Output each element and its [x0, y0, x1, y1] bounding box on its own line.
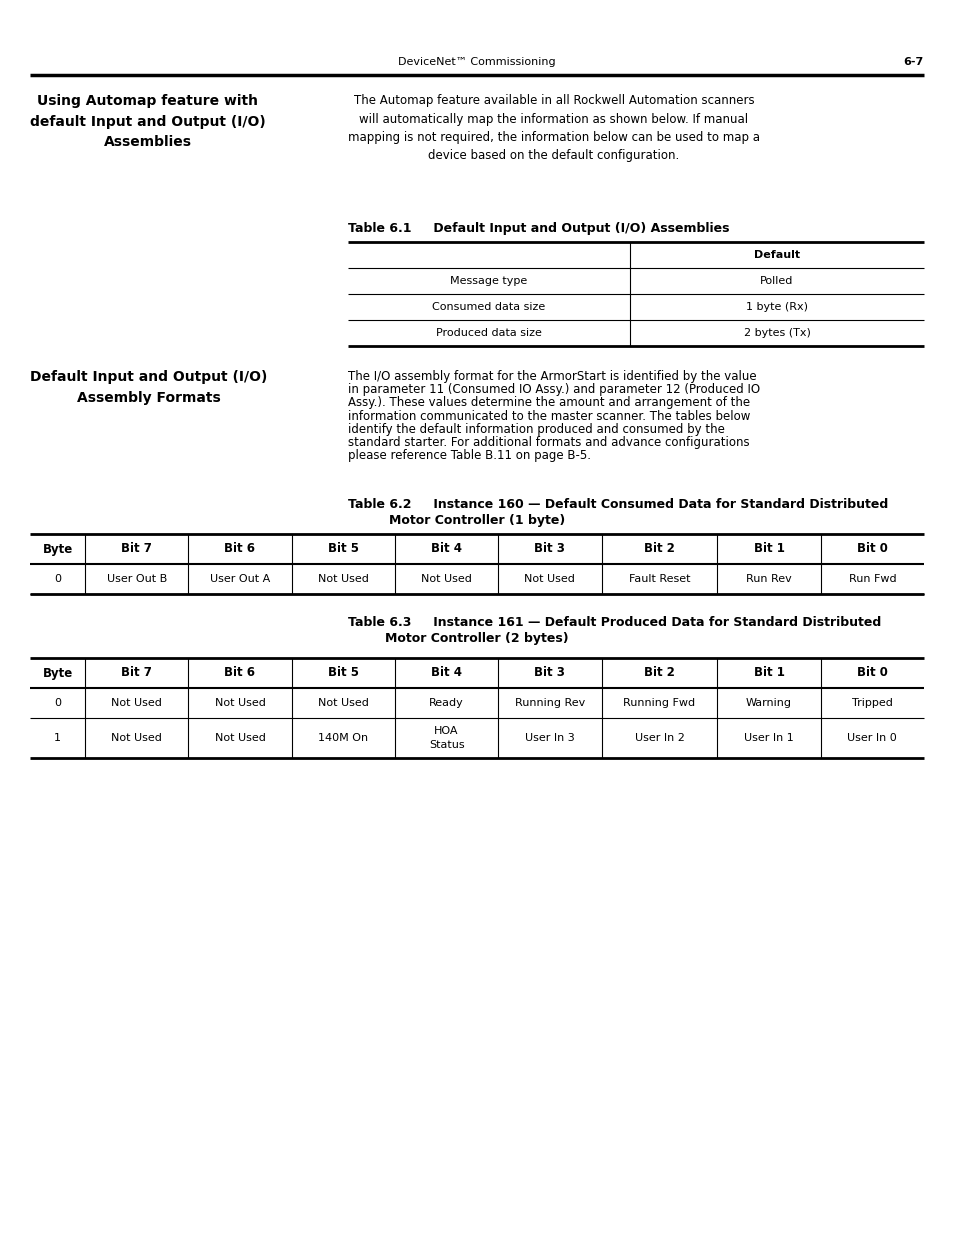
Text: The Automap feature available in all Rockwell Automation scanners
will automatic: The Automap feature available in all Roc… — [348, 94, 760, 163]
Text: Not Used: Not Used — [524, 574, 575, 584]
Text: Bit 6: Bit 6 — [224, 667, 255, 679]
Text: Produced data size: Produced data size — [436, 329, 541, 338]
Text: Not Used: Not Used — [112, 698, 162, 708]
Text: HOA
Status: HOA Status — [428, 726, 464, 750]
Text: Table 6.3     Instance 161 — Default Produced Data for Standard Distributed: Table 6.3 Instance 161 — Default Produce… — [348, 616, 881, 629]
Text: Bit 2: Bit 2 — [643, 667, 674, 679]
Text: Bit 7: Bit 7 — [121, 542, 152, 556]
Text: identify the default information produced and consumed by the: identify the default information produce… — [348, 422, 724, 436]
Text: Running Rev: Running Rev — [515, 698, 584, 708]
Text: 0: 0 — [54, 698, 61, 708]
Text: Fault Reset: Fault Reset — [628, 574, 689, 584]
Text: Warning: Warning — [745, 698, 791, 708]
Text: Using Automap feature with
default Input and Output (I/O)
Assemblies: Using Automap feature with default Input… — [30, 94, 266, 149]
Text: Byte: Byte — [42, 667, 72, 679]
Text: User In 3: User In 3 — [524, 734, 574, 743]
Text: Bit 4: Bit 4 — [431, 542, 461, 556]
Text: DeviceNet™ Commissioning: DeviceNet™ Commissioning — [397, 57, 556, 67]
Text: Motor Controller (1 byte): Motor Controller (1 byte) — [389, 514, 564, 527]
Text: Byte: Byte — [42, 542, 72, 556]
Text: Run Fwd: Run Fwd — [847, 574, 895, 584]
Text: Bit 6: Bit 6 — [224, 542, 255, 556]
Text: Not Used: Not Used — [214, 698, 265, 708]
Text: User In 2: User In 2 — [634, 734, 683, 743]
Text: The I/O assembly format for the ArmorStart is identified by the value: The I/O assembly format for the ArmorSta… — [348, 370, 756, 383]
Text: User Out B: User Out B — [107, 574, 167, 584]
Text: 6-7: 6-7 — [902, 57, 923, 67]
Text: Motor Controller (2 bytes): Motor Controller (2 bytes) — [385, 632, 568, 645]
Text: Not Used: Not Used — [214, 734, 265, 743]
Text: Assy.). These values determine the amount and arrangement of the: Assy.). These values determine the amoun… — [348, 396, 749, 409]
Text: Not Used: Not Used — [317, 698, 369, 708]
Text: Message type: Message type — [450, 275, 527, 287]
Text: Tripped: Tripped — [851, 698, 892, 708]
Text: Not Used: Not Used — [317, 574, 369, 584]
Text: Not Used: Not Used — [420, 574, 472, 584]
Text: information communicated to the master scanner. The tables below: information communicated to the master s… — [348, 410, 750, 422]
Text: Default Input and Output (I/O)
Assembly Formats: Default Input and Output (I/O) Assembly … — [30, 370, 267, 405]
Text: 1: 1 — [54, 734, 61, 743]
Text: Polled: Polled — [760, 275, 793, 287]
Text: please reference Table B.11 on page B-5.: please reference Table B.11 on page B-5. — [348, 450, 590, 462]
Text: Bit 3: Bit 3 — [534, 542, 565, 556]
Text: standard starter. For additional formats and advance configurations: standard starter. For additional formats… — [348, 436, 749, 448]
Text: Bit 7: Bit 7 — [121, 667, 152, 679]
Text: 0: 0 — [54, 574, 61, 584]
Text: Running Fwd: Running Fwd — [622, 698, 695, 708]
Text: 2 bytes (Tx): 2 bytes (Tx) — [742, 329, 810, 338]
Text: Bit 3: Bit 3 — [534, 667, 565, 679]
Text: Default: Default — [753, 249, 800, 261]
Text: User In 0: User In 0 — [846, 734, 896, 743]
Text: Bit 2: Bit 2 — [643, 542, 674, 556]
Text: Table 6.1     Default Input and Output (I/O) Assemblies: Table 6.1 Default Input and Output (I/O)… — [348, 222, 729, 235]
Text: Consumed data size: Consumed data size — [432, 303, 545, 312]
Text: Not Used: Not Used — [112, 734, 162, 743]
Text: Bit 0: Bit 0 — [856, 667, 887, 679]
Text: User Out A: User Out A — [210, 574, 270, 584]
Text: Bit 5: Bit 5 — [328, 542, 358, 556]
Text: Ready: Ready — [429, 698, 463, 708]
Text: in parameter 11 (Consumed IO Assy.) and parameter 12 (Produced IO: in parameter 11 (Consumed IO Assy.) and … — [348, 383, 760, 396]
Text: Bit 1: Bit 1 — [753, 542, 783, 556]
Text: Table 6.2     Instance 160 — Default Consumed Data for Standard Distributed: Table 6.2 Instance 160 — Default Consume… — [348, 498, 887, 511]
Text: Bit 1: Bit 1 — [753, 667, 783, 679]
Text: Bit 0: Bit 0 — [856, 542, 887, 556]
Text: Bit 5: Bit 5 — [328, 667, 358, 679]
Text: 140M On: 140M On — [318, 734, 368, 743]
Text: User In 1: User In 1 — [743, 734, 793, 743]
Text: Bit 4: Bit 4 — [431, 667, 461, 679]
Text: Run Rev: Run Rev — [745, 574, 791, 584]
Text: 1 byte (Rx): 1 byte (Rx) — [745, 303, 807, 312]
